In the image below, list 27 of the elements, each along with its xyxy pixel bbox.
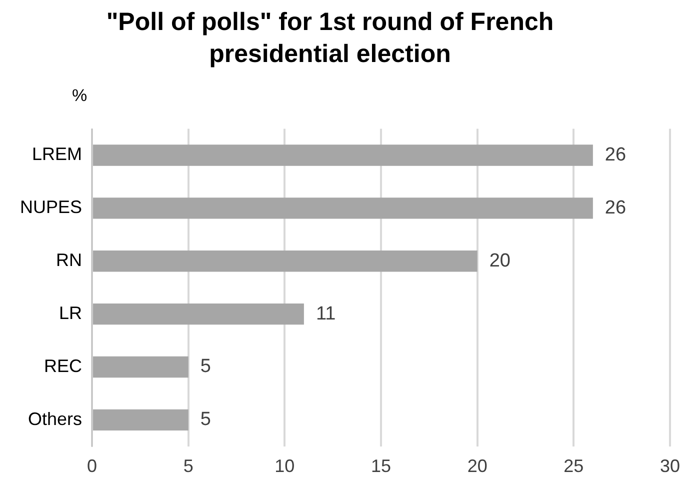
y-tick-label: NUPES [20, 197, 82, 218]
x-tick-label: 5 [183, 456, 194, 476]
x-tick-label: 25 [564, 456, 584, 476]
x-tick-label: 20 [467, 456, 488, 476]
bar [93, 144, 593, 166]
data-label: 26 [604, 197, 626, 218]
bar [93, 303, 304, 325]
x-tick-label: 30 [660, 456, 680, 476]
bar [93, 409, 188, 431]
y-tick-label: LR [59, 303, 82, 324]
bar [93, 250, 478, 272]
x-tick-label: 10 [274, 456, 295, 476]
y-tick-label: RN [56, 250, 82, 270]
y-tick-label: REC [44, 356, 82, 376]
data-label: 20 [489, 250, 510, 272]
bar [93, 356, 188, 378]
data-label: 26 [604, 144, 626, 166]
data-label: 5 [200, 409, 211, 430]
data-label: 5 [200, 356, 211, 378]
x-tick-label: 0 [87, 456, 98, 476]
x-tick-label: 15 [370, 456, 392, 476]
y-tick-label: LREM [32, 144, 82, 164]
chart-title: "Poll of polls" for 1st round of French presidential election [105, 7, 555, 70]
data-label: 11 [316, 303, 336, 324]
y-tick-label: Others [28, 408, 82, 429]
y-axis-title: % [72, 86, 88, 106]
bar [93, 198, 593, 219]
